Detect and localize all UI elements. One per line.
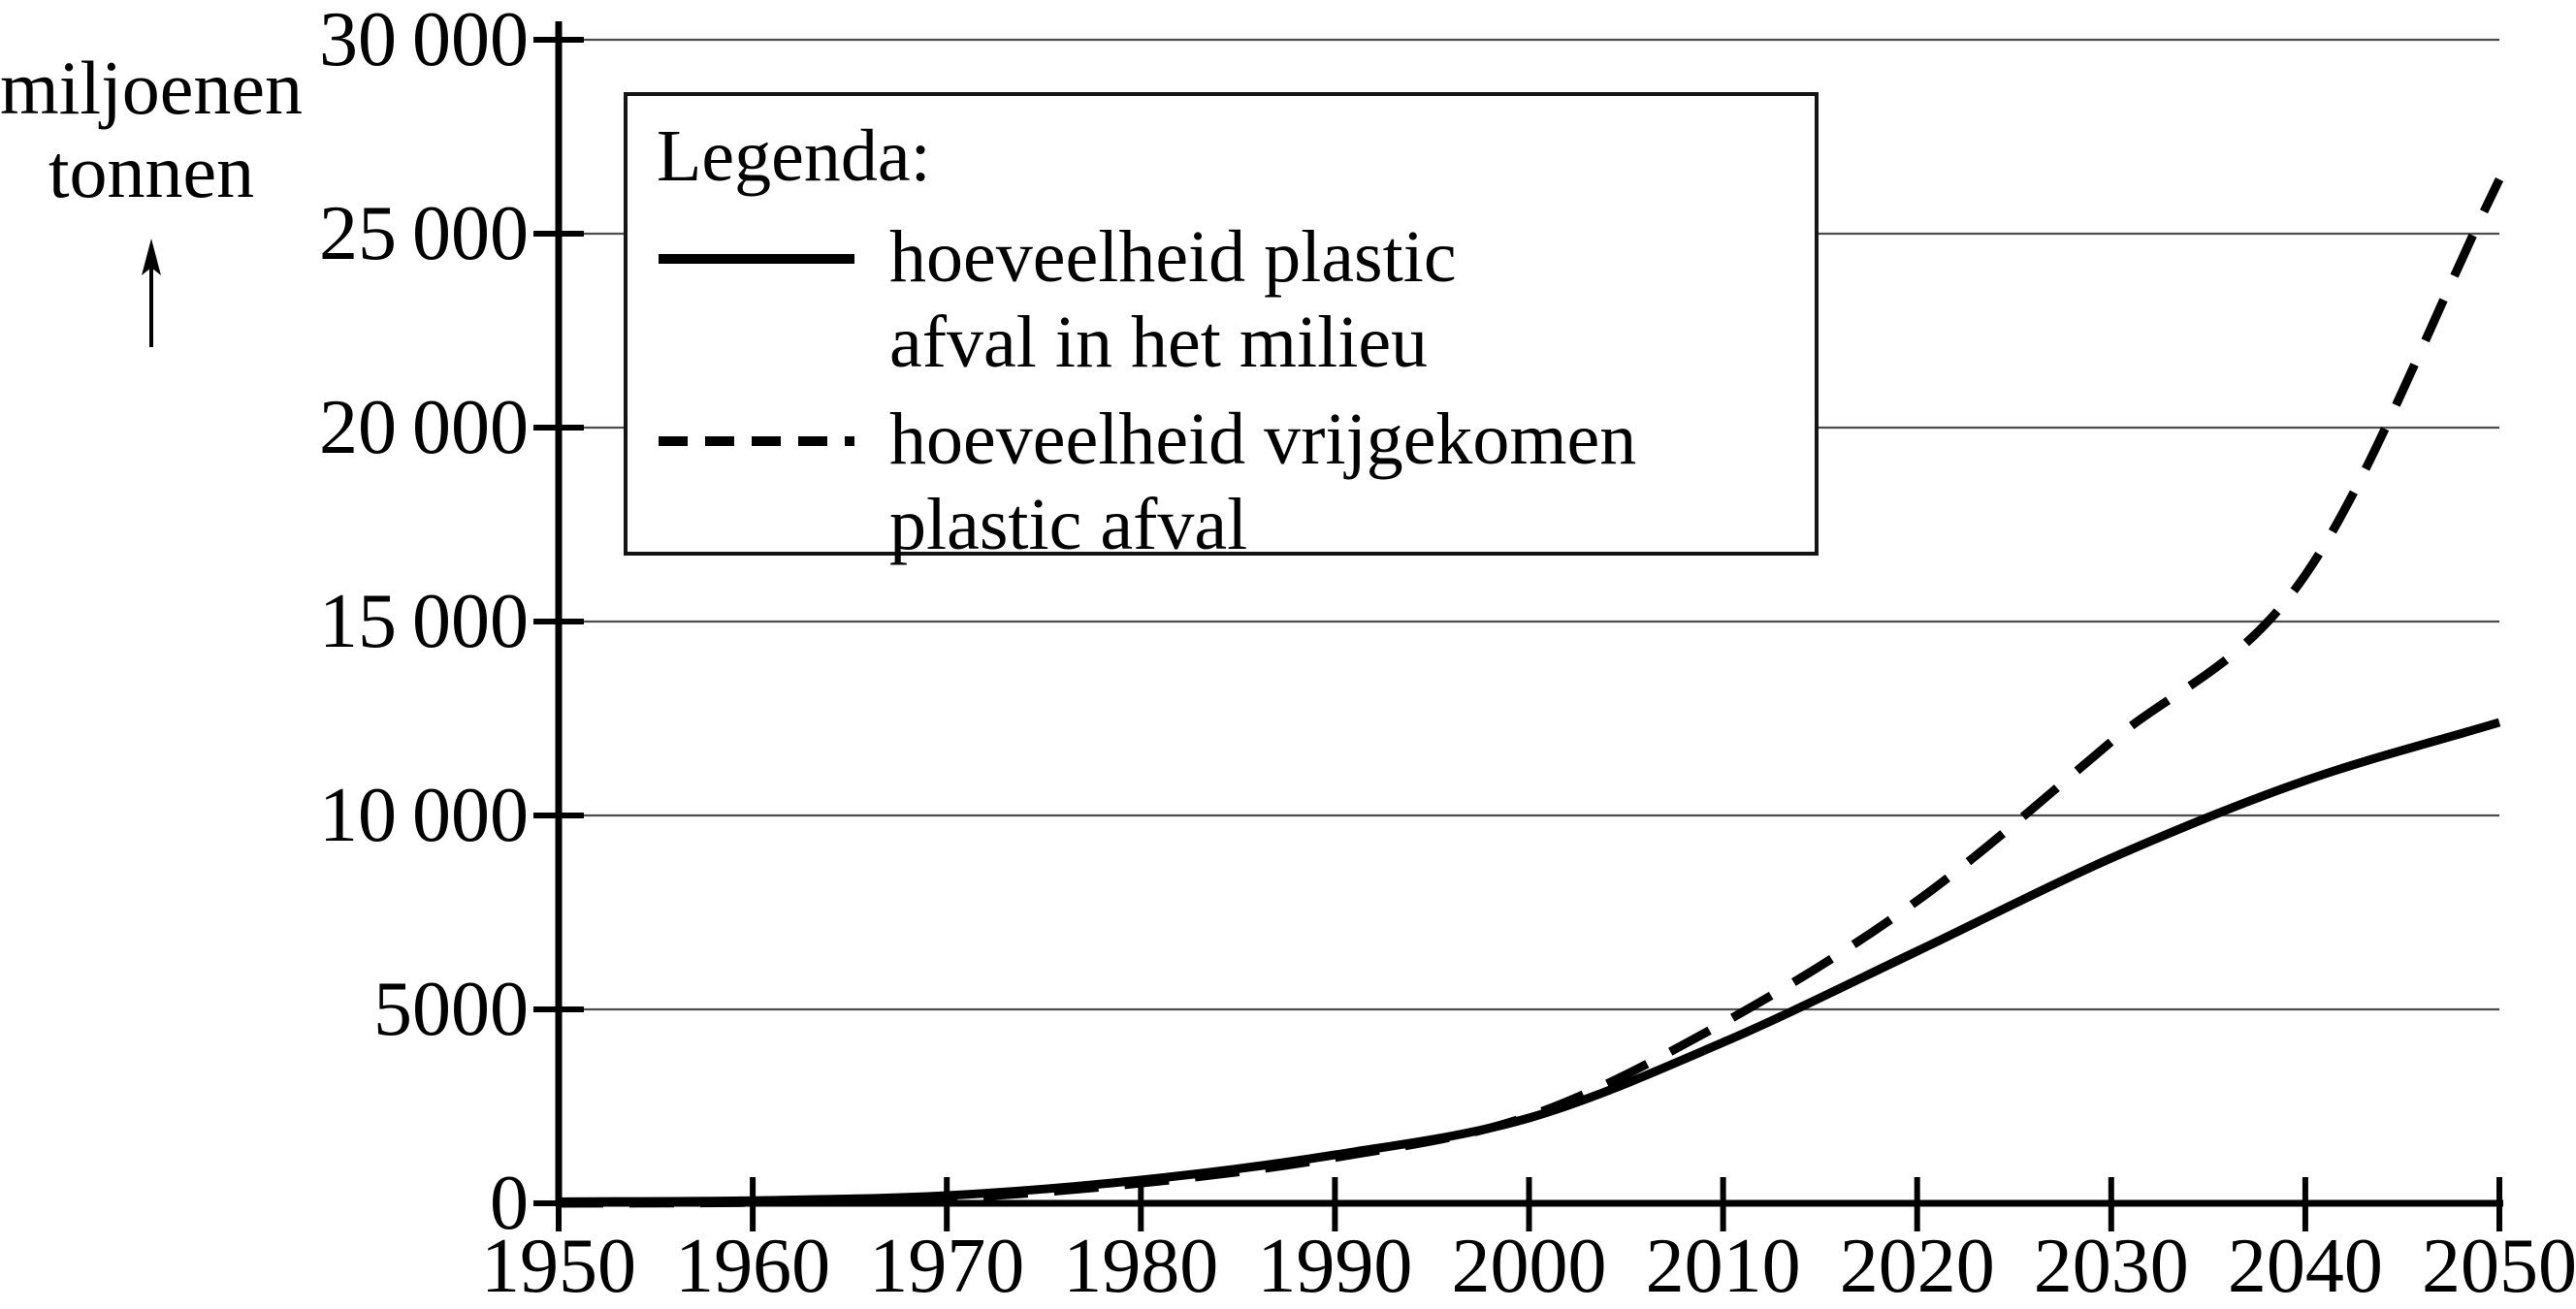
- legend-dashed-label-line2: plastic afval: [889, 484, 1248, 565]
- x-tick-label: 2010: [1645, 1224, 1801, 1309]
- y-axis-title-line1: miljoenen: [0, 46, 303, 130]
- x-tick-label: 1970: [869, 1224, 1025, 1309]
- curve-solid-milieu: [558, 718, 2501, 1206]
- y-axis-title-line2: tonnen: [48, 129, 255, 213]
- legend-box: Legenda: hoeveelheid plastic afval in he…: [624, 92, 1819, 565]
- y-tick-label: 0: [490, 1161, 529, 1246]
- legend-solid-label-line2: afval in het milieu: [889, 302, 1429, 383]
- x-tick-label: 1990: [1257, 1224, 1413, 1309]
- y-tick-label: 5000: [373, 967, 529, 1052]
- dashed-line-sample-icon: [657, 397, 856, 487]
- legend-item-solid-label: hoeveelheid plastic afval in het milieu: [889, 214, 1457, 385]
- y-tick-label: 25 000: [318, 191, 529, 276]
- y-tick-label: 15 000: [318, 579, 529, 664]
- curves-group: [558, 177, 2504, 1208]
- legend-item-dashed: hoeveelheid vrijgekomen plastic afval: [657, 397, 1786, 567]
- solid-line-sample-icon: [657, 214, 856, 304]
- legend-title: Legenda:: [657, 115, 931, 197]
- legend-item-solid: hoeveelheid plastic afval in het milieu: [657, 214, 1786, 385]
- legend-dashed-label-line1: hoeveelheid vrijgekomen: [889, 399, 1637, 480]
- legend-item-dashed-label: hoeveelheid vrijgekomen plastic afval: [889, 397, 1636, 567]
- x-tick-label: 2040: [2227, 1224, 2383, 1309]
- x-tick-label: 2000: [1451, 1224, 1607, 1309]
- y-axis-title: miljoenen tonnen: [0, 47, 303, 367]
- legend-solid-label-line1: hoeveelheid plastic: [889, 216, 1457, 298]
- x-tick-label: 2020: [1839, 1224, 1995, 1309]
- y-tick-label: 30 000: [318, 0, 529, 82]
- x-tick-label: 2030: [2033, 1224, 2189, 1309]
- y-tick-label: 10 000: [318, 773, 529, 858]
- x-tick-label: 1950: [481, 1224, 636, 1309]
- x-tick-label: 1980: [1063, 1224, 1219, 1309]
- x-tick-label: 2050: [2422, 1224, 2576, 1309]
- y-tick-label: 20 000: [318, 385, 529, 470]
- x-tick-label: 1960: [675, 1224, 831, 1309]
- up-arrow-icon: [0, 239, 303, 367]
